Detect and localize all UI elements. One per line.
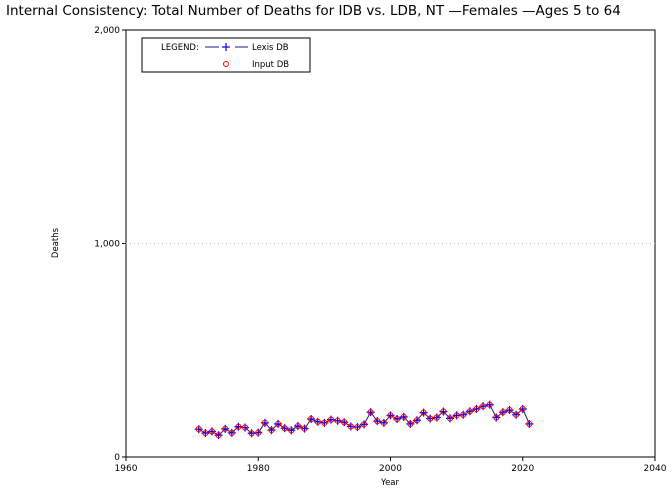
y-tick-label: 1,000	[94, 240, 120, 250]
data-point-input-db	[526, 420, 533, 428]
data-point-input-db	[479, 403, 487, 410]
data-point-input-db	[202, 429, 209, 437]
data-point-input-db	[519, 405, 526, 413]
data-point-input-db	[268, 426, 275, 434]
data-point-input-db	[334, 417, 341, 424]
data-point-input-db	[413, 417, 421, 424]
data-point-input-db	[261, 419, 268, 426]
x-tick-label: 2000	[379, 464, 402, 474]
data-point-input-db	[367, 409, 374, 416]
y-axis-label: Deaths	[51, 227, 61, 258]
data-point-input-db	[341, 419, 348, 426]
data-point-input-db	[281, 425, 288, 432]
legend-label-input: Input DB	[252, 60, 289, 70]
x-tick-label: 1960	[115, 464, 138, 474]
data-point-input-db	[301, 425, 308, 432]
y-tick-label: 2,000	[94, 26, 120, 36]
chart-title: Internal Consistency: Total Number of De…	[6, 3, 621, 19]
x-tick-label: 1980	[247, 464, 270, 474]
data-point-input-db	[222, 425, 229, 432]
data-point-input-db	[486, 401, 493, 408]
x-axis: 1960 1980 2000 2020 2040	[115, 457, 667, 474]
y-axis: 0 1,000 2,000	[94, 26, 126, 463]
data-point-input-db	[360, 421, 368, 428]
data-point-input-db	[327, 416, 335, 423]
data-point-input-db	[460, 411, 467, 418]
x-axis-label: Year	[380, 478, 400, 488]
data-point-input-db	[427, 415, 434, 422]
data-point-input-db	[347, 423, 354, 430]
legend-marker-lexis	[222, 43, 230, 51]
data-point-input-db	[499, 409, 507, 416]
data-point-input-db	[513, 411, 520, 418]
data-point-input-db	[314, 418, 321, 425]
data-point-input-db	[506, 406, 513, 414]
data-point-input-db	[446, 415, 454, 422]
x-tick-label: 2040	[644, 464, 667, 474]
data-point-input-db	[215, 432, 222, 439]
x-tick-label: 2020	[511, 464, 534, 474]
data-point-input-db	[208, 428, 216, 435]
data-point-input-db	[255, 429, 262, 436]
data-point-input-db	[407, 420, 414, 428]
data-point-input-db	[241, 424, 249, 431]
data-point-input-db	[374, 418, 381, 425]
data-point-input-db	[294, 422, 302, 430]
data-point-input-db	[394, 415, 401, 423]
data-point-input-db	[433, 414, 440, 421]
legend-heading: LEGEND:	[161, 43, 199, 53]
data-point-input-db	[354, 424, 361, 431]
data-point-input-db	[195, 426, 202, 433]
data-point-input-db	[440, 408, 447, 415]
series-markers	[194, 400, 534, 440]
data-point-input-db	[380, 419, 387, 426]
data-point-input-db	[308, 415, 315, 423]
data-point-input-db	[473, 405, 480, 413]
data-point-input-db	[453, 412, 460, 419]
legend: LEGEND: Lexis DB Input DB	[141, 37, 311, 73]
legend-marker-input	[223, 61, 229, 67]
legend-label-lexis: Lexis DB	[252, 43, 289, 53]
data-point-input-db	[466, 408, 473, 415]
data-point-input-db	[248, 430, 255, 437]
data-point-input-db	[420, 409, 427, 416]
data-point-input-db	[321, 419, 328, 426]
data-point-input-db	[400, 413, 407, 420]
data-point-input-db	[274, 420, 282, 428]
data-point-input-db	[228, 429, 235, 436]
data-point-input-db	[235, 423, 242, 430]
y-tick-label: 0	[114, 453, 120, 463]
data-point-input-db	[288, 427, 295, 434]
data-point-input-db	[387, 412, 394, 419]
data-point-input-db	[493, 414, 500, 421]
